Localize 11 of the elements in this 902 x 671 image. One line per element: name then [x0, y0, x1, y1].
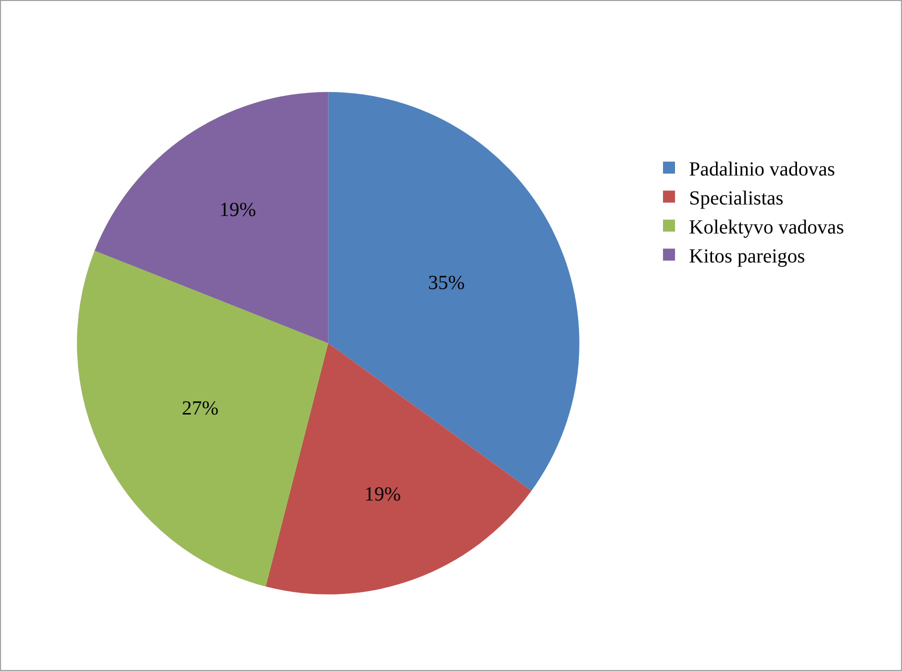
data-label: 35%: [428, 272, 465, 294]
legend-label: Kitos pareigos: [689, 245, 806, 268]
pie-slice: [76, 250, 328, 587]
legend-label: Specialistas: [689, 187, 784, 210]
pie-slice: [94, 92, 328, 344]
pie-slice: [266, 343, 532, 594]
data-label: 19%: [219, 199, 256, 222]
legend-label: Kolektyvo vadovas: [689, 216, 844, 238]
data-label: 19%: [364, 484, 401, 506]
legend-label: Padalinio vadovas: [689, 158, 836, 180]
data-label: 27%: [182, 397, 219, 420]
